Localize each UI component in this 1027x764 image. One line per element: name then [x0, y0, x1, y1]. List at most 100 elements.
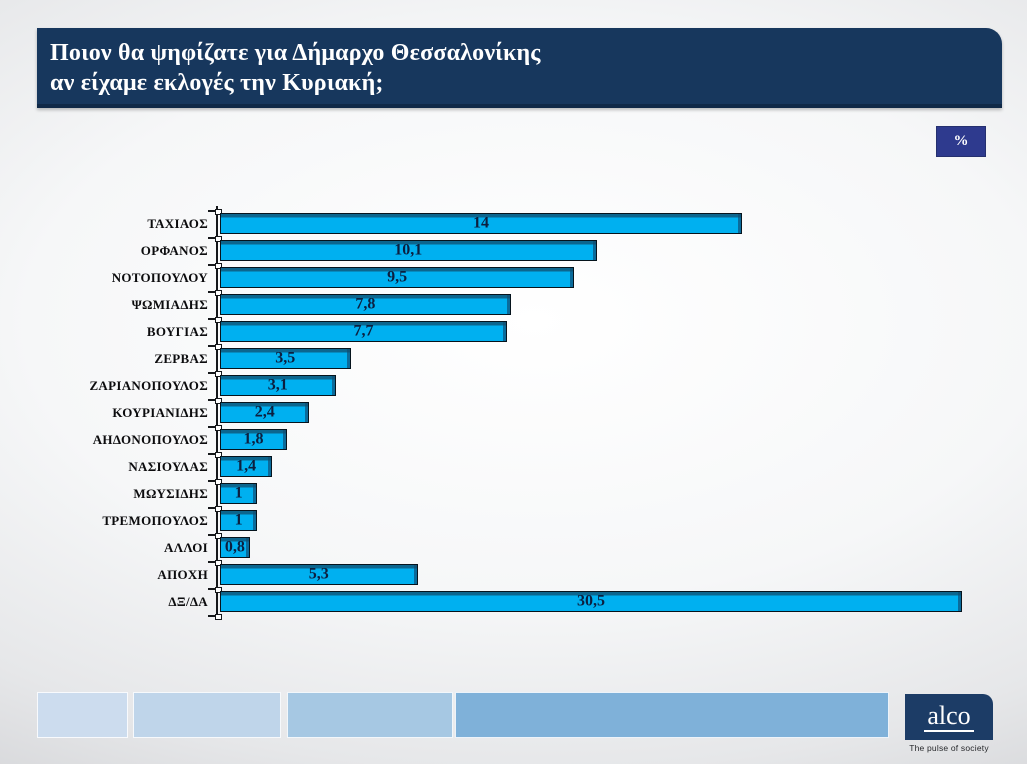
- chart-row: ΜΩΥΣΙΔΗΣ 1: [0, 483, 962, 504]
- footer-stripe: [37, 692, 128, 738]
- category-label: ΝΑΣΙΟΥΛΑΣ: [128, 458, 208, 474]
- alco-logo: alco: [905, 694, 993, 740]
- bar: 7,8: [220, 294, 511, 315]
- axis-tick-marker: [215, 506, 222, 512]
- slide-title-line1: Ποιον θα ψηφίζατε για Δήμαρχο Θεσσαλονίκ…: [50, 40, 541, 66]
- bar-chart: ΤΑΧΙΑΟΣ 14 ΟΡΦΑΝΟΣ 10,1 ΝΟΤΟΠΟΥΛΟΥ 9,5 ΨΩΜΙΑΔΗ…: [0, 213, 962, 618]
- axis-tick: [208, 264, 217, 266]
- bar: 14: [220, 213, 742, 234]
- bar-track: 1: [220, 483, 962, 504]
- axis-tick-marker: [215, 263, 222, 269]
- bar: 9,5: [220, 267, 575, 288]
- bar: 1,4: [220, 456, 273, 477]
- bar: 1,8: [220, 429, 288, 450]
- chart-value-axis: [208, 206, 222, 620]
- axis-tick-marker: [215, 452, 222, 458]
- bar-track: 0,8: [220, 537, 962, 558]
- axis-tick: [208, 372, 217, 374]
- chart-row: ΔΞ/ΔΑ 30,5: [0, 591, 962, 612]
- bar-track: 3,1: [220, 375, 962, 396]
- axis-tick-marker: [215, 344, 222, 350]
- category-label: ΔΞ/ΔΑ: [168, 593, 208, 609]
- bar-track: 7,7: [220, 321, 962, 342]
- bar-track: 5,3: [220, 564, 962, 585]
- bar-track: 3,5: [220, 348, 962, 369]
- chart-row: ΖΑΡΙΑΝΟΠΟΥΛΟΣ 3,1: [0, 375, 962, 396]
- bar-value-label: 30,5: [577, 591, 605, 609]
- bar: 1: [220, 483, 258, 504]
- slide-title-line2: αν είχαμε εκλογές την Κυριακή;: [50, 70, 384, 96]
- chart-row: ΤΡΕΜΟΠΟΥΛΟΣ 1: [0, 510, 962, 531]
- category-label: ΑΠΟΧΗ: [157, 566, 208, 582]
- category-label: ΤΡΕΜΟΠΟΥΛΟΣ: [102, 512, 208, 528]
- axis-tick: [208, 480, 217, 482]
- bar: 5,3: [220, 564, 418, 585]
- axis-tick: [208, 507, 217, 509]
- bar-track: 14: [220, 213, 962, 234]
- bar-value-label: 1,8: [243, 429, 264, 447]
- bar-track: 30,5: [220, 591, 962, 612]
- axis-tick: [208, 399, 217, 401]
- bar-track: 1,4: [220, 456, 962, 477]
- axis-tick: [208, 318, 217, 320]
- bar-value-label: 14: [473, 213, 489, 231]
- axis-tick-marker: [215, 398, 222, 404]
- bar-track: 7,8: [220, 294, 962, 315]
- bar-value-label: 5,3: [308, 564, 329, 582]
- axis-tick-marker: [215, 587, 222, 593]
- chart-row: ΨΩΜΙΑΔΗΣ 7,8: [0, 294, 962, 315]
- chart-row: ΟΡΦΑΝΟΣ 10,1: [0, 240, 962, 261]
- bar-track: 10,1: [220, 240, 962, 261]
- category-label: ΝΟΤΟΠΟΥΛΟΥ: [111, 269, 208, 285]
- chart-row: ΑΠΟΧΗ 5,3: [0, 564, 962, 585]
- axis-tick: [208, 534, 217, 536]
- bar: 30,5: [220, 591, 962, 612]
- bar-value-label: 10,1: [394, 240, 423, 258]
- axis-tick: [208, 210, 217, 212]
- chart-row: ΝΟΤΟΠΟΥΛΟΥ 9,5: [0, 267, 962, 288]
- bar-track: 1,8: [220, 429, 962, 450]
- category-label: ΤΑΧΙΑΟΣ: [147, 215, 208, 231]
- axis-tick-marker: [215, 479, 222, 485]
- axis-tick: [208, 345, 217, 347]
- category-label: ΟΡΦΑΝΟΣ: [140, 242, 208, 258]
- axis-tick-marker: [215, 236, 222, 242]
- axis-tick-marker: [215, 614, 222, 620]
- bar-track: 1: [220, 510, 962, 531]
- bar-value-label: 3,1: [267, 375, 288, 393]
- axis-tick-marker: [215, 371, 222, 377]
- chart-row: ΑΗΔΟΝΟΠΟΥΛΟΣ 1,8: [0, 429, 962, 450]
- chart-row: ΒΟΥΓΙΑΣ 7,7: [0, 321, 962, 342]
- axis-tick: [208, 561, 217, 563]
- bar-value-label: 7,8: [355, 294, 376, 312]
- axis-tick: [208, 291, 217, 293]
- bar-value-label: 9,5: [387, 267, 408, 285]
- axis-tick-marker: [215, 290, 222, 296]
- category-label: ΑΛΛΟΙ: [164, 539, 208, 555]
- bar: 2,4: [220, 402, 310, 423]
- footer-stripe: [287, 692, 453, 738]
- category-label: ΖΕΡΒΑΣ: [154, 350, 208, 366]
- axis-tick-marker: [215, 560, 222, 566]
- bar-track: 9,5: [220, 267, 962, 288]
- bar: 3,5: [220, 348, 351, 369]
- category-label: ΨΩΜΙΑΔΗΣ: [131, 296, 208, 312]
- bar: 1: [220, 510, 258, 531]
- axis-tick: [208, 588, 217, 590]
- alco-logo-tagline: The pulse of society: [909, 743, 989, 753]
- bar: 0,8: [220, 537, 250, 558]
- bar: 7,7: [220, 321, 508, 342]
- axis-tick-marker: [215, 317, 222, 323]
- percent-unit-badge: %: [936, 126, 986, 157]
- bar: 3,1: [220, 375, 336, 396]
- category-label: ΚΟΥΡΙΑΝΙΔΗΣ: [112, 404, 208, 420]
- chart-row: ΝΑΣΙΟΥΛΑΣ 1,4: [0, 456, 962, 477]
- category-label: ΑΗΔΟΝΟΠΟΥΛΟΣ: [92, 431, 208, 447]
- title-bar: Ποιον θα ψηφίζατε για Δήμαρχο Θεσσαλονίκ…: [37, 28, 1002, 108]
- chart-row: ΚΟΥΡΙΑΝΙΔΗΣ 2,4: [0, 402, 962, 423]
- bar-value-label: 3,5: [275, 348, 296, 366]
- axis-tick-marker: [215, 425, 222, 431]
- bar-value-label: 1,4: [236, 456, 257, 474]
- footer-stripe: [455, 692, 889, 738]
- bar-value-label: 0,8: [224, 537, 245, 555]
